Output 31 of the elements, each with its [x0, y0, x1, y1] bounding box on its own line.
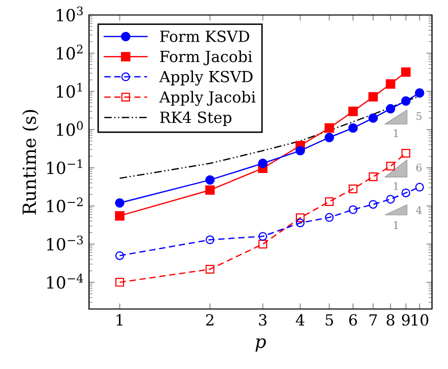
annotation: 1 — [394, 182, 398, 190]
legend-label: Apply Jacobi — [159, 90, 256, 106]
y-tick-label: 10$^{2}$ — [56, 44, 82, 60]
x-tick-label: 3 — [259, 314, 267, 326]
x-tick-label: 10 — [412, 314, 428, 326]
y-tick-label: 10$^{1}$ — [56, 82, 82, 98]
legend-label: Form Jacobi — [160, 50, 252, 66]
annotation: 6 — [416, 164, 422, 172]
x-tick-label: 6 — [349, 314, 357, 326]
legend-label: RK4 Step — [160, 112, 232, 126]
y-tick-label: 10$^{−4}$ — [47, 274, 84, 289]
annotation: 4 — [416, 206, 422, 214]
annotation: 5 — [416, 112, 422, 120]
x-tick-label: 4 — [296, 314, 304, 326]
y-tick-label: 10$^{−1}$ — [47, 159, 82, 174]
x-tick-label: 1 — [116, 314, 122, 326]
legend-label: Form KSVD — [160, 30, 250, 42]
x-tick-label: 8 — [386, 314, 394, 326]
x-tick-label: 7 — [370, 314, 377, 326]
y-tick-label: 10$^{0}$ — [56, 121, 83, 136]
y-axis-title: Runtime (s) — [22, 110, 39, 214]
legend-label: Apply KSVD — [159, 70, 253, 86]
y-tick-label: 10$^{3}$ — [56, 6, 83, 22]
annotation: 1 — [394, 221, 398, 229]
x-tick-label: 5 — [326, 314, 333, 326]
x-axis-title: p — [255, 338, 266, 352]
annotation: 1 — [394, 129, 398, 137]
y-tick-label: 10$^{−2}$ — [47, 197, 83, 212]
x-tick-label: 9 — [402, 314, 410, 326]
y-tick-label: 10$^{−3}$ — [47, 236, 83, 251]
x-tick-label: 2 — [206, 314, 214, 326]
